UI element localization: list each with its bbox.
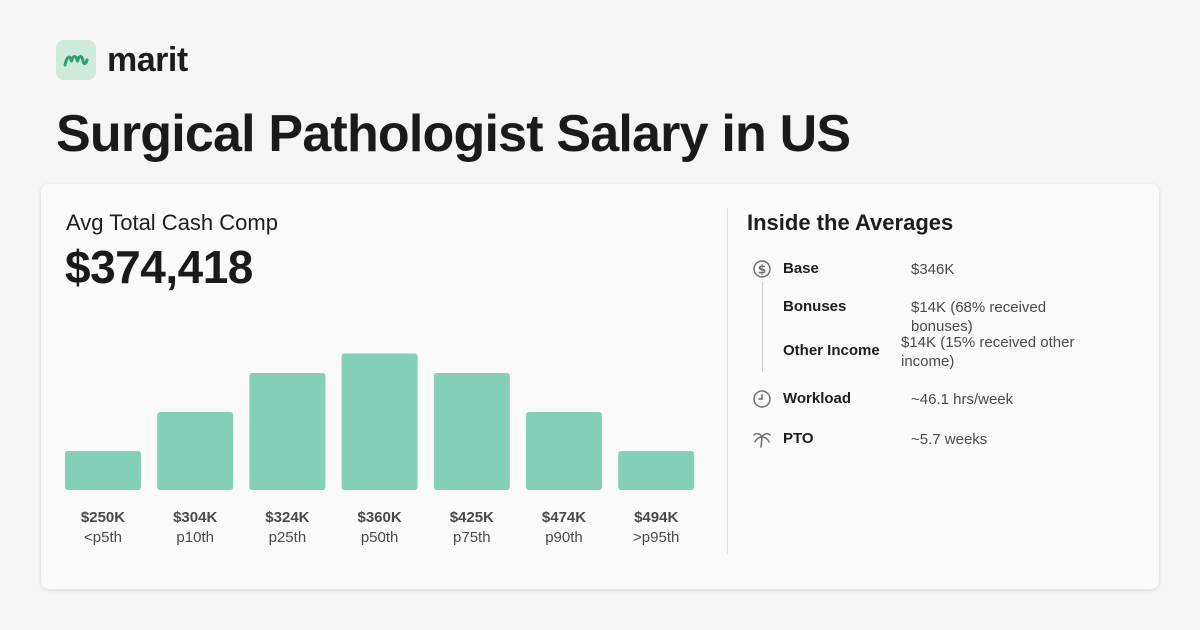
bar-6 — [618, 451, 695, 490]
bar-value-label: $304K — [173, 509, 217, 526]
bar-0 — [65, 451, 141, 490]
page-title: Surgical Pathologist Salary in US — [56, 105, 851, 163]
workload-label: Workload — [783, 390, 852, 407]
bar-value-label: $360K — [357, 509, 401, 526]
palm-tree-icon — [753, 432, 771, 448]
bar-percentile-label: p50th — [361, 529, 399, 546]
bar-3 — [341, 353, 418, 490]
bonuses-value: $14K (68% received bonuses) — [911, 299, 1047, 335]
bar-4 — [433, 373, 510, 490]
bar-value-label: $474K — [542, 509, 586, 526]
brand-logo: marit — [56, 40, 188, 80]
pto-label: PTO — [783, 430, 814, 447]
avg-comp-label: Avg Total Cash Comp — [66, 210, 278, 235]
salary-card: Avg Total Cash Comp $374,418 $250K <p5th $… — [41, 184, 1159, 589]
bonuses-label: Bonuses — [783, 298, 847, 315]
averages-title: Inside the Averages — [747, 210, 954, 235]
bar-percentile-label: p10th — [176, 529, 214, 546]
base-connector-line — [762, 282, 763, 372]
bar-5 — [526, 412, 602, 490]
bar-1 — [157, 412, 234, 490]
percentile-bar-chart: $250K <p5th $304K p10th $324K p25th $360K p50th… — [65, 353, 695, 546]
bar-2 — [249, 373, 326, 490]
avg-comp-value: $374,418 — [65, 241, 253, 293]
bar-percentile-label: p25th — [269, 529, 307, 546]
bar-value-label: $494K — [634, 509, 678, 526]
svg-text:$: $ — [758, 263, 766, 277]
bar-value-label: $324K — [265, 509, 309, 526]
bar-value-label: $250K — [81, 509, 125, 526]
bar-percentile-label: <p5th — [84, 529, 122, 546]
other-income-value: $14K (15% received other income) — [901, 334, 1075, 370]
bar-percentile-label: p90th — [545, 529, 583, 546]
marit-logo-icon — [56, 40, 96, 80]
other-income-label: Other Income — [783, 342, 880, 359]
bar-percentile-label: >p95th — [633, 529, 679, 546]
bar-percentile-label: p75th — [453, 529, 491, 546]
clock-icon — [753, 390, 771, 408]
workload-value: ~46.1 hrs/week — [911, 391, 1014, 408]
dollar-circle-icon: $ — [753, 260, 771, 278]
card-divider — [727, 208, 728, 554]
pto-value: ~5.7 weeks — [911, 431, 988, 448]
brand-name: marit — [107, 40, 188, 79]
base-label: Base — [783, 260, 819, 277]
base-value: $346K — [911, 261, 955, 278]
bar-value-label: $425K — [450, 509, 494, 526]
